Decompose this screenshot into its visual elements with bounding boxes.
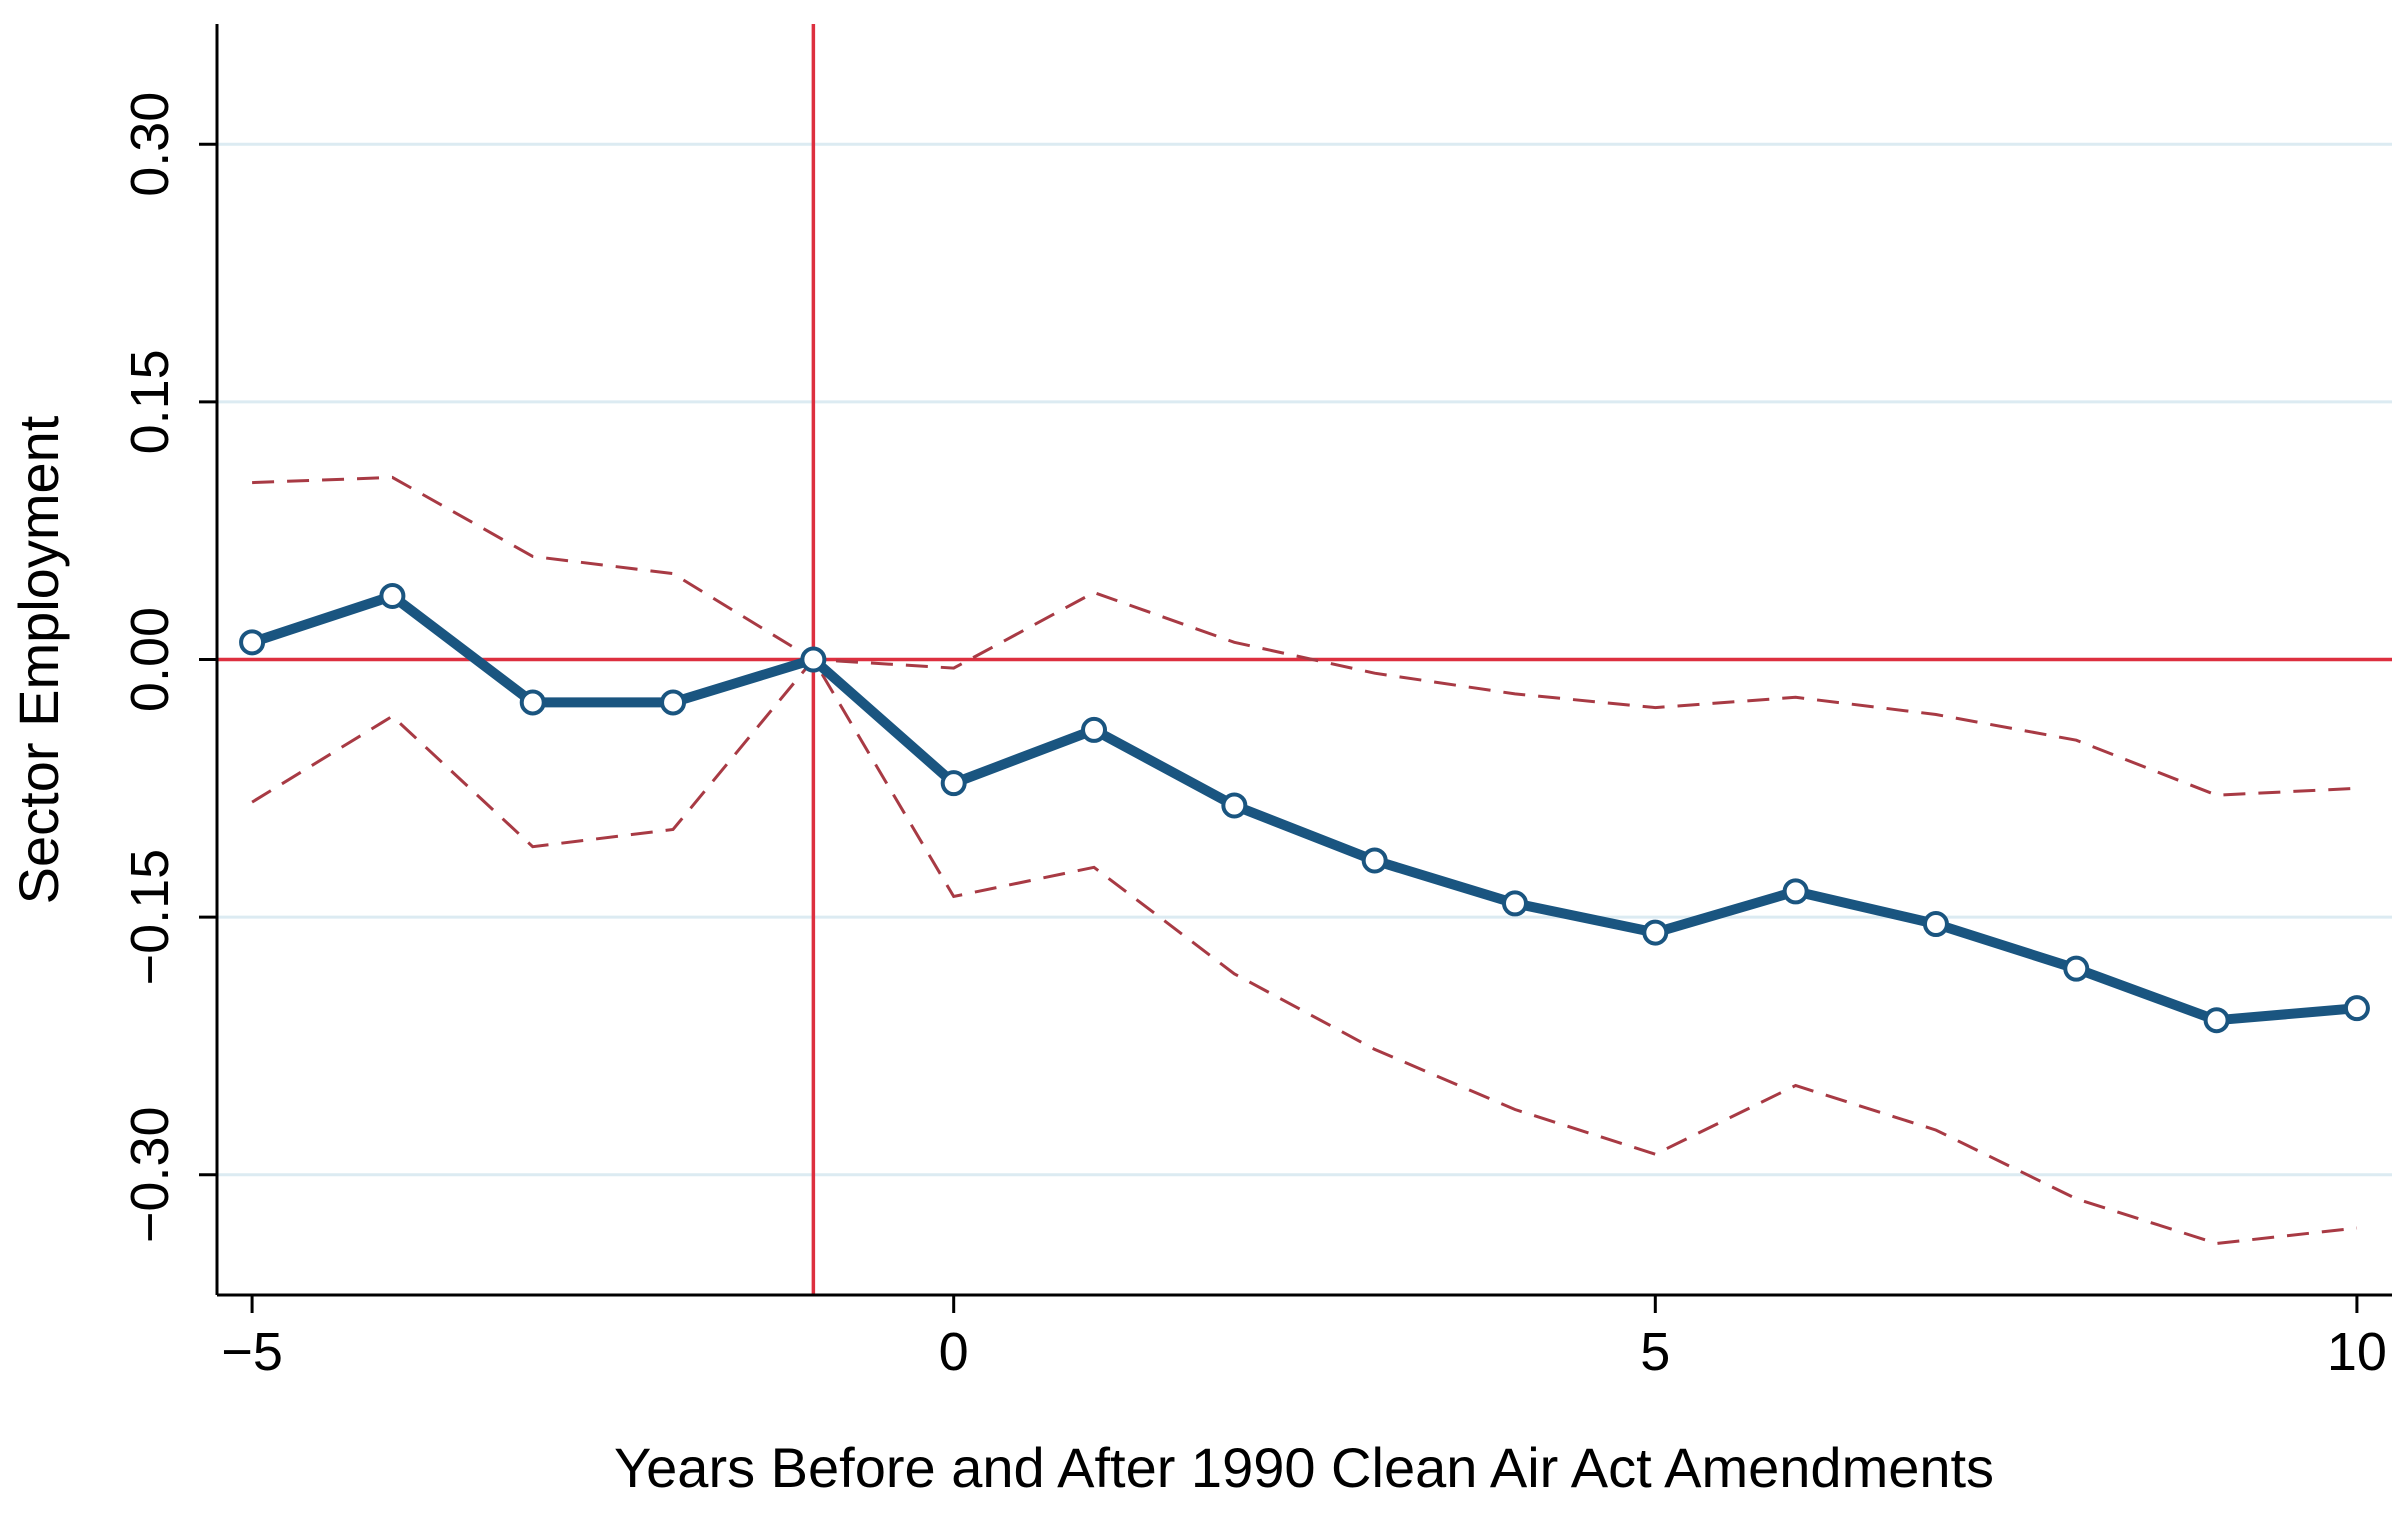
y-tick-label: 0.15 [120,349,180,454]
y-tick-label: 0.00 [120,607,180,712]
estimate-point [239,629,266,656]
estimate-point [800,646,827,673]
estimate-point [660,689,687,716]
estimate-point [1221,792,1248,819]
estimate-point [1642,919,1669,946]
estimate-point [519,689,546,716]
estimate-point [2063,955,2090,982]
estimate-point [1501,890,1528,917]
estimate-point [1922,911,1949,938]
confidence-interval-lines [251,475,2358,1246]
upper-ci-line [252,475,2357,797]
axes [199,24,2392,1313]
y-tick-label: −0.30 [120,1106,180,1243]
estimate-point [2343,995,2370,1022]
x-tick-label: −5 [221,1322,283,1382]
lower-ci-line [251,656,2358,1246]
x-tick-label: 0 [939,1322,969,1382]
x-tick-label: 10 [2327,1322,2387,1382]
estimate-point [1782,878,1809,905]
x-axis-title: Years Before and After 1990 Clean Air Ac… [614,1436,1994,1499]
y-axis-title: Sector Employment [7,415,70,904]
reference-lines [217,24,2392,1295]
estimate-point [1081,716,1108,743]
estimate-point [940,770,967,797]
estimate-line [250,591,2358,1026]
estimate-point [1361,847,1388,874]
y-tick-label: 0.30 [120,92,180,197]
estimate-point [2203,1007,2230,1034]
estimate-series [239,582,2370,1034]
estimate-point [379,582,406,609]
x-tick-label: 5 [1640,1322,1670,1382]
y-tick-label: −0.15 [120,849,180,986]
tick-labels: −5 0 5 10 −0.30 −0.15 0.00 0.15 0.30 [120,92,2387,1382]
